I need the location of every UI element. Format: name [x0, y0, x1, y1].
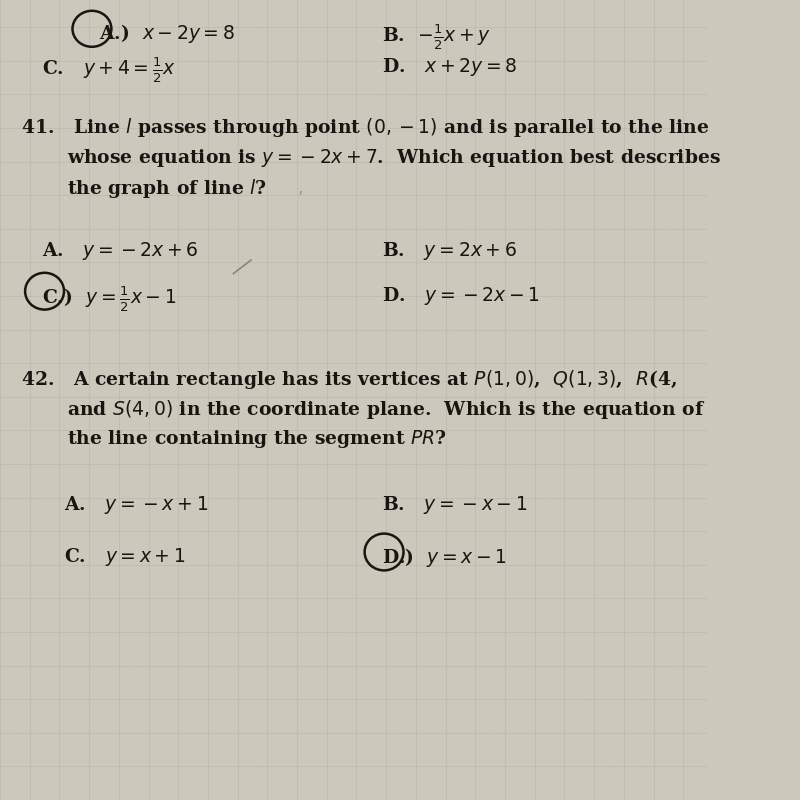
Text: D.   $y = -2x - 1$: D. $y = -2x - 1$: [382, 285, 539, 306]
Text: the line containing the segment $PR$?: the line containing the segment $PR$?: [67, 428, 447, 450]
Text: C.)  $y = \frac{1}{2}x - 1$: C.) $y = \frac{1}{2}x - 1$: [42, 285, 177, 314]
Text: 42.   A certain rectangle has its vertices at $P(1, 0)$,  $Q(1, 3)$,  $R$(4,: 42. A certain rectangle has its vertices…: [22, 368, 678, 391]
Text: B.   $y = 2x + 6$: B. $y = 2x + 6$: [382, 240, 517, 262]
Text: C.   $y + 4 = \frac{1}{2}x$: C. $y + 4 = \frac{1}{2}x$: [42, 56, 177, 86]
Text: A.   $y = -2x + 6$: A. $y = -2x + 6$: [42, 240, 199, 262]
Text: C.   $y = x + 1$: C. $y = x + 1$: [64, 546, 185, 568]
Text: ʼ: ʼ: [297, 190, 302, 208]
Text: D.   $x + 2y = 8$: D. $x + 2y = 8$: [382, 56, 517, 78]
Text: B.   $y = -x - 1$: B. $y = -x - 1$: [382, 494, 527, 517]
Text: D.)  $y = x - 1$: D.) $y = x - 1$: [382, 546, 507, 569]
Text: A.)  $x - 2y = 8$: A.) $x - 2y = 8$: [99, 22, 235, 46]
Text: the graph of line $l$?: the graph of line $l$?: [67, 177, 267, 200]
Text: whose equation is $y = -2x + 7$.  Which equation best describes: whose equation is $y = -2x + 7$. Which e…: [67, 147, 721, 170]
Text: and $S(4, 0)$ in the coordinate plane.  Which is the equation of: and $S(4, 0)$ in the coordinate plane. W…: [67, 398, 706, 422]
Text: 41.   Line $l$ passes through point $(0, -1)$ and is parallel to the line: 41. Line $l$ passes through point $(0, -…: [22, 116, 710, 139]
Text: B.  $-\frac{1}{2}x + y$: B. $-\frac{1}{2}x + y$: [382, 22, 491, 52]
Text: A.   $y = -x + 1$: A. $y = -x + 1$: [64, 494, 208, 517]
